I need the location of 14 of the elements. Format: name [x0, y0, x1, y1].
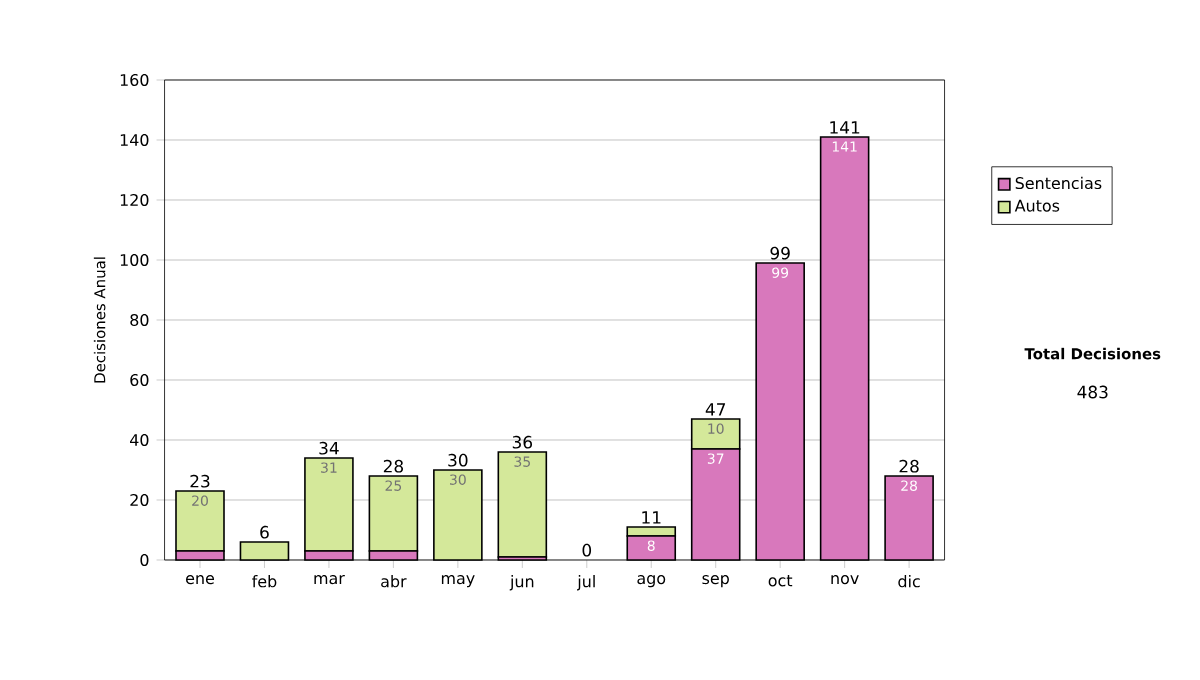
total-label: 0 [582, 543, 592, 557]
total-label: 28 [383, 459, 404, 473]
total-label: 30 [448, 453, 468, 467]
total-label: 23 [190, 474, 210, 488]
bar [497, 451, 548, 558]
total-label: 141 [830, 121, 860, 134]
total-label: 99 [770, 246, 790, 260]
total-label: 6 [260, 525, 269, 539]
total-label: 11 [642, 511, 661, 524]
total-label: 28 [899, 459, 919, 473]
total-label: 36 [512, 435, 533, 449]
total-label: 47 [705, 403, 726, 416]
total-label: 34 [319, 441, 339, 455]
text: 483 [1077, 385, 1108, 399]
